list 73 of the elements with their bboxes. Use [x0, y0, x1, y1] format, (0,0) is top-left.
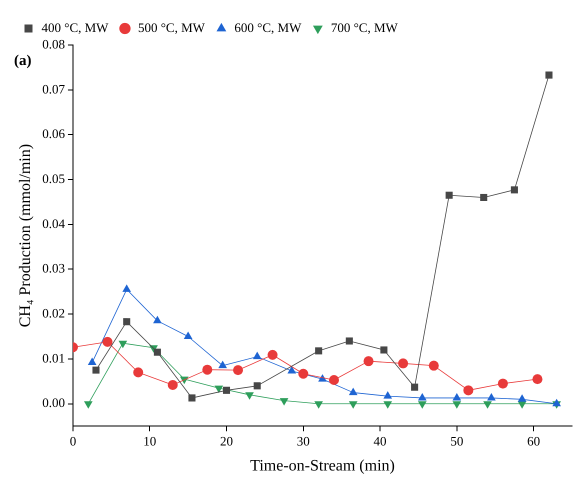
point — [418, 401, 427, 409]
y-tick-label: 0.01 — [42, 350, 65, 366]
x-tick-label: 50 — [450, 433, 464, 448]
point — [483, 401, 492, 409]
point — [346, 337, 353, 345]
point — [532, 374, 542, 384]
point — [280, 398, 288, 406]
x-tick-label: 60 — [527, 433, 540, 448]
legend-label: 600 °C, MW — [234, 20, 302, 35]
point — [153, 316, 162, 324]
point — [383, 401, 392, 409]
point — [287, 366, 296, 374]
point — [383, 391, 392, 399]
point — [184, 332, 192, 340]
point — [245, 392, 254, 400]
y-tick-label: 0.02 — [42, 306, 65, 321]
point — [118, 340, 128, 348]
text: (a) — [14, 52, 32, 69]
point — [218, 360, 227, 368]
point — [84, 401, 93, 409]
point — [463, 385, 474, 396]
y-tick-label: 0.08 — [42, 36, 65, 52]
point — [202, 364, 212, 375]
point — [168, 380, 178, 390]
x-tick-label: 0 — [70, 433, 76, 448]
y-tick-label: 0.07 — [42, 81, 66, 96]
point — [518, 394, 526, 402]
point — [428, 360, 439, 371]
x-tick-label: 20 — [220, 433, 234, 448]
point — [545, 72, 553, 79]
point — [315, 347, 322, 354]
point — [552, 398, 561, 406]
point — [88, 358, 96, 366]
y-tick-label: 0.06 — [42, 126, 66, 142]
point — [510, 186, 518, 194]
legend-label: 500 °C, MW — [138, 20, 206, 35]
y-tick-label: 0.03 — [42, 260, 65, 276]
point — [133, 367, 144, 378]
y-tick-label: 0.04 — [42, 216, 66, 231]
point — [314, 401, 323, 409]
x-tick-label: 10 — [143, 433, 156, 448]
point — [188, 394, 196, 402]
point — [480, 194, 488, 202]
point — [92, 366, 100, 374]
legend-label: 400 °C, MW — [42, 20, 110, 35]
point — [446, 192, 453, 199]
point — [222, 386, 230, 394]
point — [298, 368, 308, 379]
point — [254, 382, 261, 390]
point — [452, 401, 462, 409]
point — [498, 378, 508, 389]
legend-label: 700 °C, MW — [330, 20, 399, 35]
y-tick-label: 0.05 — [42, 170, 65, 186]
point — [348, 388, 358, 396]
point — [328, 375, 339, 386]
point — [123, 318, 130, 326]
y-tick-label: 0.00 — [42, 395, 65, 410]
point — [122, 284, 132, 292]
point — [233, 365, 244, 376]
point — [252, 352, 262, 360]
x-tick-label: 40 — [374, 433, 387, 448]
point — [102, 336, 112, 347]
point — [348, 401, 358, 409]
point — [214, 386, 224, 394]
point — [380, 346, 388, 354]
x-tick-label: 30 — [296, 433, 310, 448]
point — [398, 358, 408, 368]
point — [364, 356, 374, 366]
point — [154, 348, 161, 356]
x-axis-title: Time-on-Stream (min) — [250, 458, 395, 475]
y-axis-title: CH₄ Production (mmol/min) — [16, 144, 34, 328]
point — [268, 350, 278, 360]
point — [411, 384, 418, 391]
